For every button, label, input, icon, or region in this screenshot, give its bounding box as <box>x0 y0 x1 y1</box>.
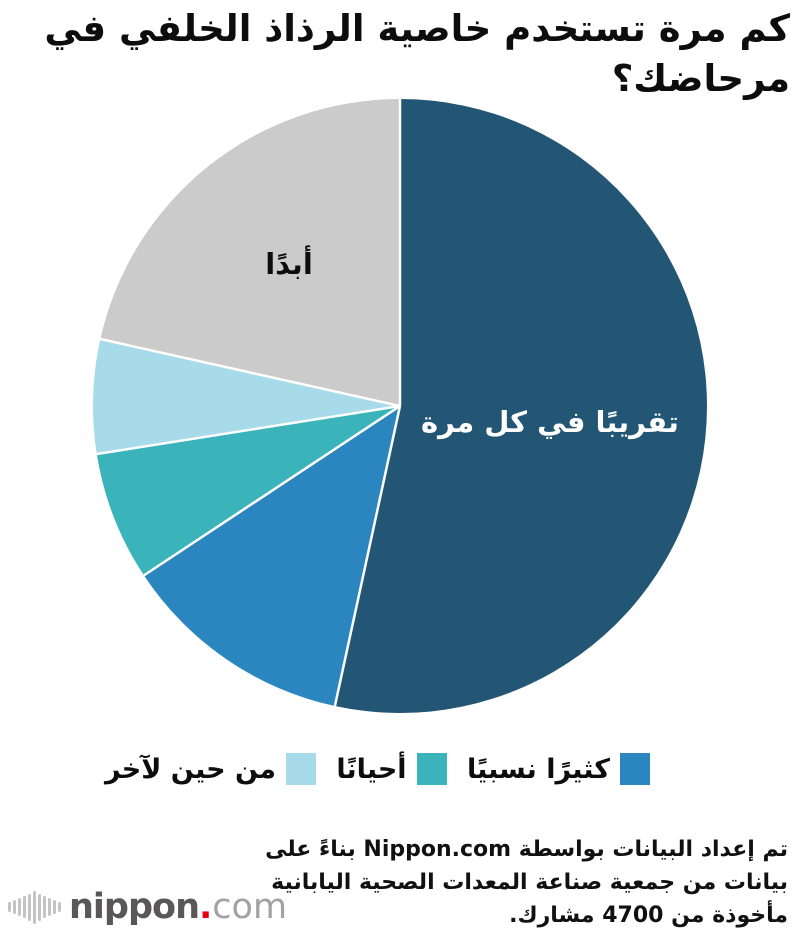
source-note-line-3: مأخوذة من 4700 مشارك. <box>509 903 788 928</box>
legend-item-occasionally: من حين لآخر <box>105 753 316 785</box>
legend-swatch-relatively-often <box>620 753 650 785</box>
pie-slice <box>96 406 400 576</box>
legend-label-occasionally: من حين لآخر <box>105 753 276 785</box>
soundwave-bar <box>28 893 31 921</box>
soundwave-bar <box>58 902 61 912</box>
source-note: تم إعداد البيانات بواسطة Nippon.com بناء… <box>180 833 788 932</box>
soundwave-bar <box>38 893 41 921</box>
logo-word-com: com <box>212 886 288 927</box>
logo-red-dot: . <box>198 886 213 927</box>
pie-label-never: أبدًا <box>265 247 313 281</box>
soundwave-bar <box>13 900 16 914</box>
chart-legend: كثيرًا نسبيًا أحيانًا من حين لآخر <box>105 746 650 792</box>
source-note-line-1: تم إعداد البيانات بواسطة Nippon.com بناء… <box>265 837 788 862</box>
pie-slice <box>334 99 708 713</box>
legend-label-sometimes: أحيانًا <box>336 753 407 785</box>
soundwave-bar <box>18 898 21 916</box>
pie-label-almost-every-time: تقريبًا في كل مرة <box>421 405 679 439</box>
pie-slice <box>92 339 400 455</box>
pie-chart: تقريبًا في كل مرة أبدًا <box>0 95 800 719</box>
pie-slice <box>100 99 400 406</box>
nippon-logo: nippon . com <box>8 884 287 930</box>
pie-slice-divider <box>100 337 401 408</box>
soundwave-bar <box>48 898 51 916</box>
soundwave-bar <box>43 896 46 918</box>
soundwave-bar <box>8 902 11 912</box>
legend-swatch-sometimes <box>416 753 447 785</box>
pie-slice-divider <box>333 405 402 707</box>
soundwave-bar <box>53 900 56 914</box>
soundwave-bar <box>33 890 36 924</box>
pie-slice-divider <box>143 404 401 577</box>
soundwave-bar <box>23 896 26 918</box>
legend-item-sometimes: أحيانًا <box>336 753 447 785</box>
chart-title: كم مرة تستخدم خاصية الرذاذ الخلفي في مرح… <box>44 7 790 100</box>
pie-slice-divider <box>96 404 401 456</box>
pie-slice <box>143 406 400 707</box>
nippon-logo-text: nippon . com <box>69 886 288 927</box>
legend-label-relatively-often: كثيرًا نسبيًا <box>467 753 610 785</box>
legend-item-relatively-often: كثيرًا نسبيًا <box>467 753 650 785</box>
soundwave-bars-icon <box>8 889 61 925</box>
source-note-line-2: بيانات من جمعية صناعة المعدات الصحية الي… <box>271 870 788 895</box>
legend-swatch-occasionally <box>285 753 316 785</box>
pie-chart-svg <box>92 99 708 713</box>
logo-word-nippon: nippon <box>69 886 200 927</box>
